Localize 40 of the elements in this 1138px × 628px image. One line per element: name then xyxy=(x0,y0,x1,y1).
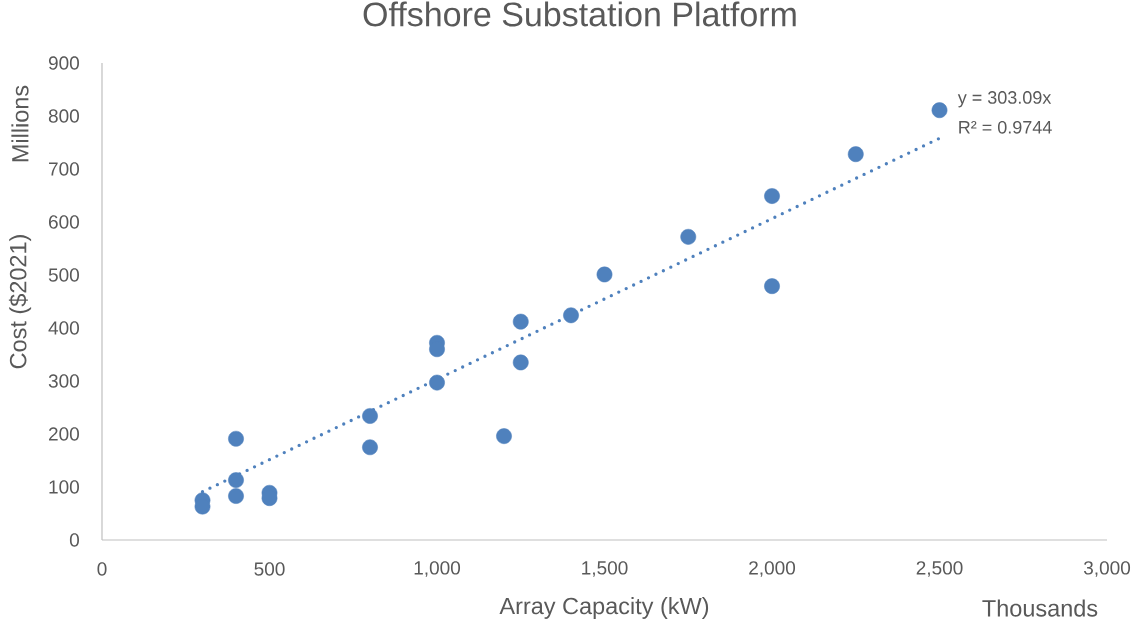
y-tick-label: 600 xyxy=(48,215,79,229)
x-tick-label: 2,000 xyxy=(749,561,796,577)
point xyxy=(496,428,512,444)
y-tick-label: 800 xyxy=(48,109,79,123)
point xyxy=(596,266,613,283)
point xyxy=(764,188,780,204)
x-tick-label: 0 xyxy=(97,562,107,576)
y-axis-title: Cost ($2021) xyxy=(8,235,32,369)
y-tick-label: 300 xyxy=(48,374,79,388)
point xyxy=(362,439,378,456)
point xyxy=(228,472,244,488)
x-tick-label: 500 xyxy=(254,562,285,576)
y-tick-label: 200 xyxy=(48,427,79,441)
y-tick-label: 900 xyxy=(48,56,79,70)
annotation: R² = 0.9744 xyxy=(959,120,1052,134)
text: Thousands xyxy=(982,599,1098,617)
chart-title: Offshore Substation Platform xyxy=(363,1,796,27)
y-tick-label: 700 xyxy=(49,162,79,176)
x-tick-label: 2,500 xyxy=(916,561,963,577)
y-tick-label: 400 xyxy=(48,321,79,335)
point xyxy=(429,374,445,391)
point xyxy=(764,278,780,294)
y-tick-label: 0 xyxy=(69,533,79,547)
point xyxy=(563,307,579,324)
point xyxy=(228,430,244,447)
x-tick-label: 1,500 xyxy=(582,561,628,577)
annotation: y = 303.09x xyxy=(957,91,1052,108)
point xyxy=(512,313,529,330)
x-tick-label: 3,000 xyxy=(1083,561,1131,577)
point xyxy=(680,228,697,245)
text: Millions xyxy=(11,85,29,162)
x-tick-label: 1,000 xyxy=(414,561,461,577)
y-tick-label: 500 xyxy=(48,268,79,282)
y-tick-label: 100 xyxy=(49,480,79,494)
x-axis-title: Array Capacity (kW) xyxy=(499,597,709,619)
point xyxy=(847,146,864,163)
point xyxy=(362,408,378,424)
point xyxy=(512,354,529,371)
point xyxy=(228,488,244,504)
point xyxy=(931,102,948,119)
